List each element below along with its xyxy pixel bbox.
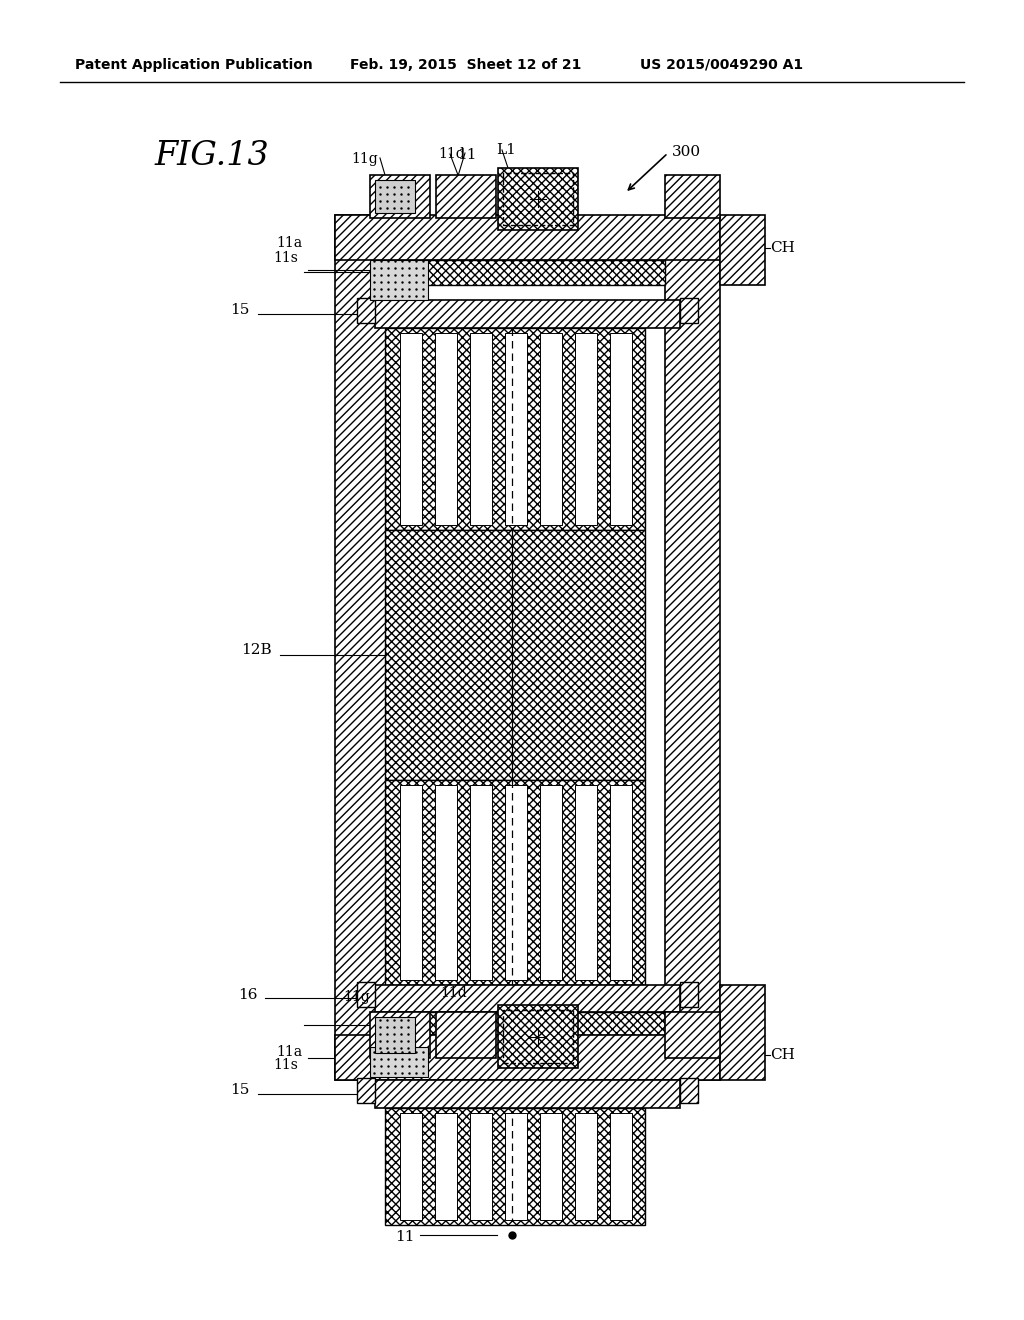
Bar bbox=[540, 1113, 562, 1220]
Bar bbox=[390, 260, 665, 285]
Bar bbox=[385, 1107, 645, 1225]
Bar bbox=[575, 333, 597, 525]
Text: Patent Application Publication: Patent Application Publication bbox=[75, 58, 312, 73]
Bar bbox=[375, 1080, 680, 1107]
Bar bbox=[400, 785, 422, 979]
Bar bbox=[335, 215, 390, 1080]
Text: 15: 15 bbox=[230, 1082, 250, 1097]
Bar bbox=[385, 780, 645, 985]
Bar bbox=[720, 215, 765, 285]
Bar bbox=[400, 1113, 422, 1220]
Text: 12B: 12B bbox=[242, 643, 272, 657]
Text: 11g: 11g bbox=[351, 152, 378, 166]
Bar bbox=[436, 176, 496, 218]
Bar bbox=[720, 985, 765, 1080]
Bar bbox=[665, 215, 720, 1080]
Bar bbox=[540, 333, 562, 525]
Bar bbox=[503, 1010, 573, 1063]
Bar bbox=[335, 1035, 720, 1080]
Text: 11d: 11d bbox=[440, 986, 467, 1001]
Bar bbox=[370, 1047, 428, 1077]
Bar bbox=[390, 1012, 665, 1035]
Bar bbox=[470, 1113, 492, 1220]
Bar bbox=[610, 333, 632, 525]
Bar bbox=[498, 168, 578, 230]
Bar bbox=[435, 785, 457, 979]
Bar bbox=[370, 260, 428, 300]
Bar bbox=[610, 785, 632, 979]
Bar bbox=[370, 1012, 430, 1059]
Bar bbox=[375, 1016, 415, 1053]
Text: 300: 300 bbox=[672, 145, 701, 158]
Text: 11: 11 bbox=[457, 148, 476, 162]
Bar bbox=[610, 1113, 632, 1220]
Bar bbox=[400, 333, 422, 525]
Text: CH: CH bbox=[770, 242, 795, 255]
Bar bbox=[680, 982, 698, 1007]
Text: L1: L1 bbox=[496, 143, 516, 157]
Text: 11a: 11a bbox=[275, 236, 302, 249]
Bar bbox=[357, 982, 375, 1007]
Text: 16: 16 bbox=[239, 987, 258, 1002]
Bar bbox=[505, 333, 527, 525]
Bar bbox=[498, 1005, 578, 1068]
Bar bbox=[503, 173, 573, 224]
Bar bbox=[505, 785, 527, 979]
Bar bbox=[540, 785, 562, 979]
Bar bbox=[665, 176, 720, 218]
Text: 11s: 11s bbox=[273, 251, 298, 265]
Bar bbox=[470, 785, 492, 979]
Text: FIG.13: FIG.13 bbox=[155, 140, 269, 172]
Bar bbox=[435, 1113, 457, 1220]
Text: Feb. 19, 2015  Sheet 12 of 21: Feb. 19, 2015 Sheet 12 of 21 bbox=[350, 58, 582, 73]
Bar bbox=[680, 298, 698, 323]
Text: US 2015/0049290 A1: US 2015/0049290 A1 bbox=[640, 58, 803, 73]
Bar bbox=[357, 298, 375, 323]
Bar bbox=[375, 180, 415, 213]
Text: 11g: 11g bbox=[343, 990, 370, 1005]
Bar bbox=[375, 985, 680, 1012]
Bar bbox=[385, 531, 645, 780]
Bar bbox=[385, 327, 645, 531]
Text: 11a: 11a bbox=[275, 1045, 302, 1059]
Text: 11d: 11d bbox=[438, 147, 465, 161]
Bar bbox=[436, 1012, 496, 1059]
Bar bbox=[375, 300, 680, 327]
Bar bbox=[435, 333, 457, 525]
Bar bbox=[575, 1113, 597, 1220]
Bar bbox=[370, 176, 430, 218]
Bar bbox=[470, 333, 492, 525]
Bar bbox=[575, 785, 597, 979]
Text: 15: 15 bbox=[230, 304, 250, 317]
Text: 11s: 11s bbox=[273, 1059, 298, 1072]
Bar bbox=[335, 215, 720, 260]
Bar bbox=[680, 1078, 698, 1104]
Text: 11: 11 bbox=[395, 1230, 415, 1243]
Bar bbox=[357, 1078, 375, 1104]
Text: CH: CH bbox=[770, 1048, 795, 1063]
Bar bbox=[665, 1012, 720, 1059]
Bar bbox=[505, 1113, 527, 1220]
